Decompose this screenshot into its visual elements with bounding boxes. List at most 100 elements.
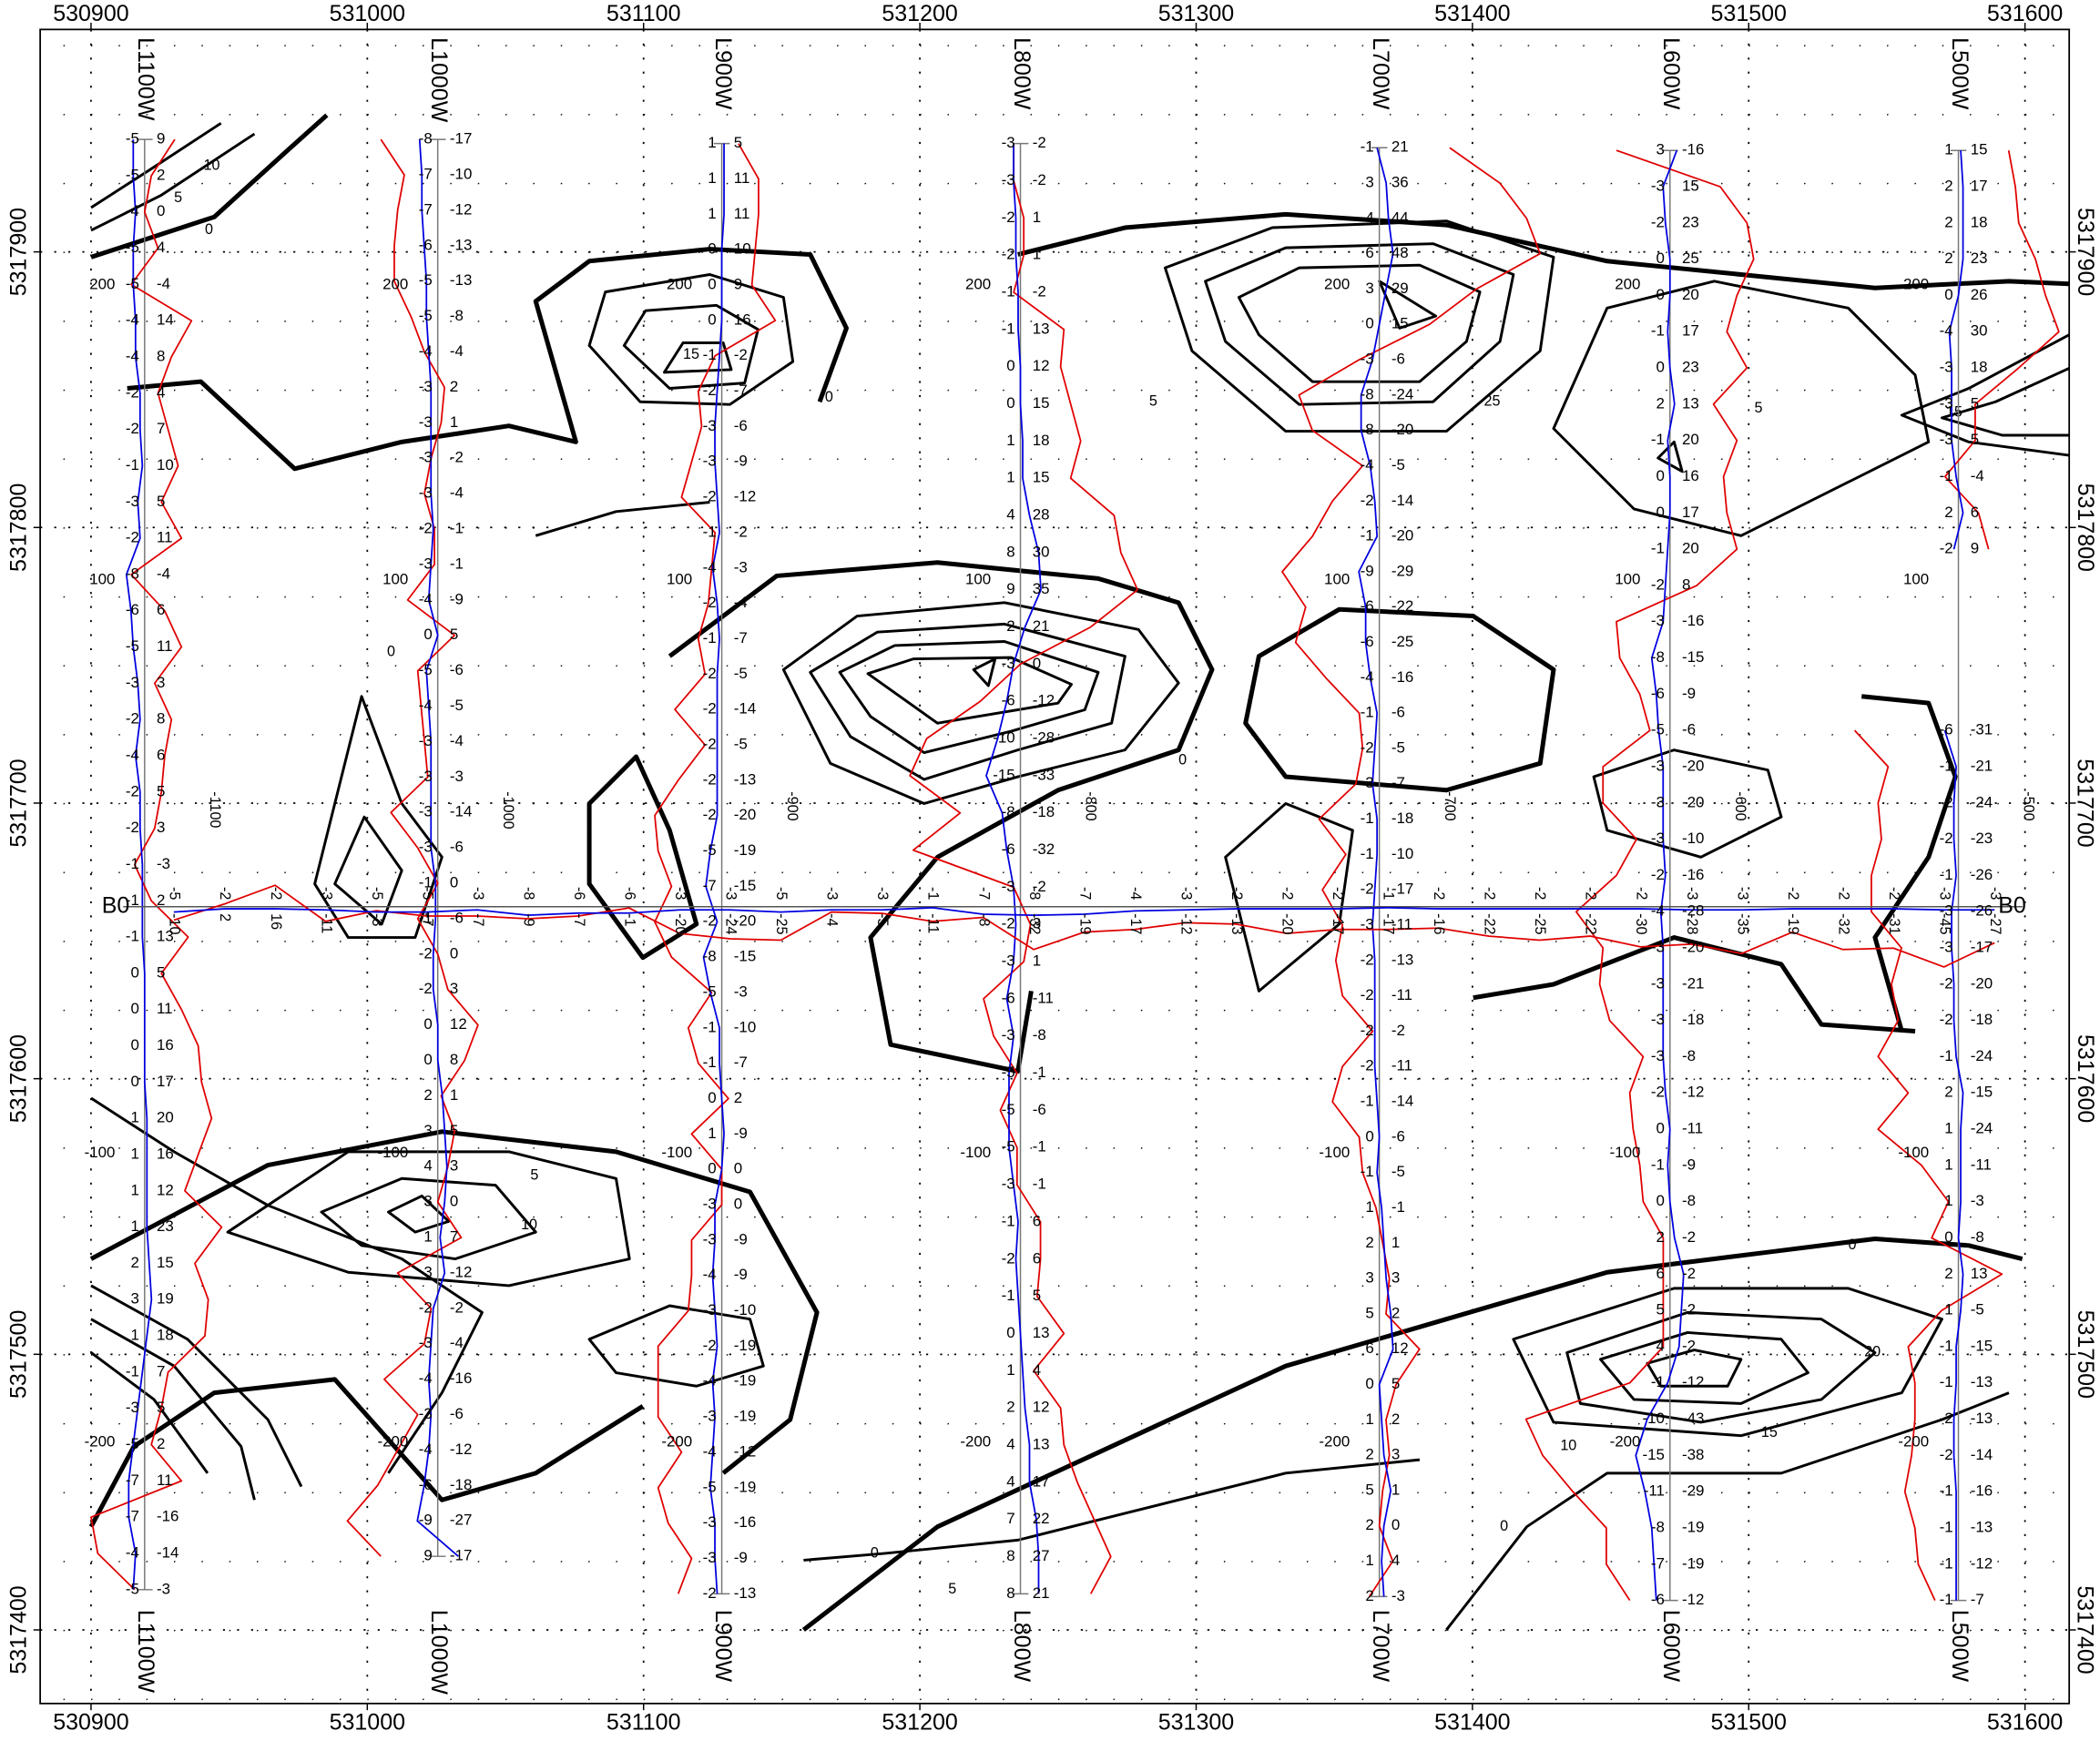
contour-label: 0 [1500,1518,1508,1534]
reading-inphase: -4 [126,746,139,763]
baseline-reading-inphase: -8 [1026,887,1043,900]
reading-inphase: 2 [1656,1228,1664,1246]
reading-inphase: -4 [126,311,139,329]
reading-inphase: -3 [126,674,139,691]
reading-inphase: 2 [1944,1265,1952,1282]
reading-quadrature: -19 [734,1337,756,1354]
reading-inphase: -7 [419,200,433,218]
reading-quadrature: -12 [1682,1373,1704,1390]
reading-quadrature: -5 [734,736,748,753]
reading-quadrature: 8 [157,710,165,728]
reading-quadrature: -26 [1971,866,1993,883]
y-tick-label: 5317800 [6,484,32,572]
reading-inphase: -3 [419,555,433,572]
reading-inphase: 1 [423,1228,432,1246]
baseline-reading-quadrature: -16 [1431,913,1447,934]
reading-inphase: -3 [1651,1047,1665,1064]
reading-quadrature: -10 [734,1018,756,1035]
reading-quadrature: 4 [157,239,165,256]
profile-scale-label: -200 [1898,1433,1929,1451]
reading-quadrature: 15 [1971,141,1988,158]
profile-scale-label: -100 [661,1144,692,1161]
reading-inphase: -1 [1361,1093,1374,1110]
contour-label: 0 [387,644,395,660]
baseline-reading-inphase: -3 [470,887,486,900]
reading-inphase: 3 [1365,1269,1373,1287]
reading-quadrature: -6 [1682,721,1696,738]
baseline-reading-quadrature: -1 [622,913,638,926]
baseline-reading-quadrature: -28 [1684,913,1700,934]
reading-inphase: -3 [1361,774,1374,791]
baseline-reading-quadrature: -35 [1734,913,1750,934]
y-tick-label: 5317600 [6,1034,32,1123]
reading-inphase: 1 [1944,1120,1952,1137]
reading-quadrature: -14 [157,1543,178,1561]
reading-quadrature: 30 [1971,322,1988,340]
reading-inphase: 0 [708,1089,716,1106]
reading-inphase: -4 [1361,456,1374,473]
reading-inphase: -1 [126,928,139,945]
reading-quadrature: -3 [1971,1192,1984,1209]
reading-quadrature: -11 [1033,989,1054,1006]
station-label: -600 [1732,791,1748,820]
reading-inphase: 1 [1006,1361,1014,1379]
reading-quadrature: 3 [1392,1446,1400,1463]
reading-quadrature: -24 [1971,1047,1993,1064]
baseline-reading-inphase: -3 [1936,887,1952,900]
reading-quadrature: -18 [1033,803,1055,820]
reading-inphase: -3 [1940,394,1953,412]
reading-quadrature: 5 [450,626,458,643]
baseline-reading-quadrature: -7 [470,913,486,926]
reading-inphase: -5 [419,661,433,678]
reading-inphase: -4 [419,590,433,607]
reading-quadrature: -6 [1392,1127,1405,1145]
reading-quadrature: 27 [1033,1547,1050,1564]
reading-quadrature: 6 [157,746,165,763]
profile-scale-label: 200 [382,275,408,292]
reading-quadrature: 44 [1392,209,1409,226]
reading-inphase: -3 [703,1301,717,1318]
reading-inphase: -4 [703,1372,717,1390]
profile-scale-label: -200 [85,1433,116,1451]
reading-inphase: -15 [1642,1446,1664,1463]
reading-quadrature: -43 [1682,1410,1704,1427]
reading-quadrature: -11 [1971,1156,1992,1173]
contour-label: 0 [205,221,213,238]
reading-inphase: -1 [1361,809,1374,827]
contour-label: 5 [530,1167,538,1184]
reading-inphase: -1 [1651,322,1665,340]
reading-inphase: -4 [419,342,433,360]
station-label: -800 [1083,791,1099,820]
reading-inphase: -1 [703,523,717,540]
contour-label: 0 [871,1544,879,1561]
baseline-reading-quadrature: -7 [571,913,587,926]
reading-inphase: -3 [1940,431,1953,448]
reading-quadrature: -4 [450,484,464,502]
reading-quadrature: -9 [1682,1156,1696,1173]
contour-label: 0 [1849,1237,1857,1253]
reading-inphase: -3 [1002,134,1015,151]
reading-inphase: 1 [131,1217,139,1235]
reading-inphase: -7 [419,165,433,182]
reading-quadrature: 20 [1682,540,1699,557]
reading-quadrature: -13 [450,271,472,289]
reading-inphase: 0 [1365,315,1373,332]
reading-inphase: -1 [703,1054,717,1071]
reading-inphase: -3 [126,1399,139,1416]
reading-inphase: -2 [1940,1011,1953,1028]
reading-quadrature: -5 [1971,1301,1984,1318]
reading-inphase: 0 [423,1015,432,1033]
reading-inphase: 2 [1656,394,1664,412]
reading-quadrature: 36 [1392,173,1409,190]
reading-quadrature: -19 [734,1478,756,1495]
reading-inphase: -2 [703,912,717,930]
line-label: L1100W [133,1610,158,1694]
reading-quadrature: 11 [734,205,750,222]
baseline-reading-inphase: -2 [268,887,284,900]
reading-inphase: -8 [1651,648,1665,666]
reading-quadrature: -12 [734,1442,756,1460]
reading-inphase: 3 [1365,173,1373,190]
reading-quadrature: -2 [1682,1228,1696,1246]
baseline-reading-inphase: -6 [622,887,638,900]
contour-label: 5 [1149,392,1157,409]
